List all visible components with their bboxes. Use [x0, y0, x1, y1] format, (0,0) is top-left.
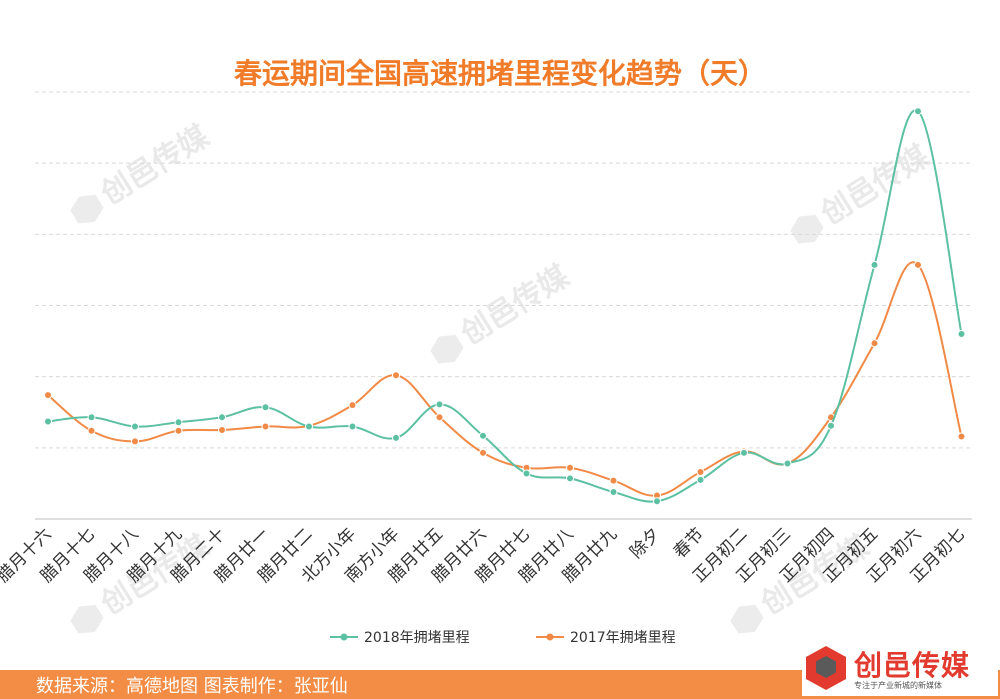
chart-title: 春运期间全国高速拥堵里程变化趋势（天） [233, 57, 766, 90]
data-point-2018 [392, 433, 400, 442]
data-point-2018 [566, 474, 574, 483]
x-tick-label: 除夕 [626, 524, 664, 562]
data-point-2017 [870, 339, 879, 348]
data-point-2018 [827, 421, 835, 430]
data-point-2017 [218, 426, 226, 435]
data-point-2018 [131, 422, 139, 431]
data-point-2018 [435, 400, 444, 409]
data-point-2018 [957, 329, 966, 338]
brand-logo: 创邑传媒 专注于产业新城的新媒体 [802, 640, 998, 696]
data-point-2017 [957, 432, 966, 441]
data-point-2018 [609, 487, 618, 496]
data-point-2018 [740, 448, 748, 457]
data-point-2017 [131, 437, 139, 446]
data-point-2018 [479, 431, 487, 440]
legend-label: 2017年拥堵里程 [570, 630, 676, 646]
data-point-2017 [392, 371, 400, 380]
source-text: 数据来源：高德地图 图表制作：张亚仙 [36, 676, 348, 697]
x-tick-label: 春节 [670, 524, 708, 562]
legend-marker [546, 633, 554, 641]
data-point-2017 [479, 448, 487, 457]
logo-text: 创邑传媒 [854, 649, 971, 682]
data-point-2017 [87, 426, 96, 435]
series-line-2017 [47, 261, 963, 497]
data-point-2018 [783, 459, 792, 468]
data-point-2018 [348, 422, 357, 431]
legend-label: 2018年拥堵里程 [364, 630, 470, 646]
data-point-2017 [44, 391, 52, 400]
data-point-2018 [174, 418, 183, 427]
data-point-2017 [609, 476, 618, 485]
data-point-2018 [261, 403, 270, 412]
data-point-2017 [566, 463, 574, 472]
data-point-2017 [174, 426, 183, 435]
data-point-2018 [305, 422, 313, 431]
logo-subtitle: 专注于产业新城的新媒体 [854, 681, 942, 690]
data-point-2017 [914, 260, 922, 269]
data-point-2017 [261, 422, 270, 431]
data-point-2018 [914, 107, 922, 116]
data-point-2018 [87, 413, 96, 422]
data-point-2018 [44, 417, 52, 426]
data-point-2017 [435, 413, 444, 422]
data-point-2018 [696, 475, 705, 484]
data-point-2018 [653, 497, 661, 506]
data-point-2017 [348, 401, 357, 410]
data-point-2018 [522, 469, 531, 478]
data-point-2017 [696, 468, 705, 477]
logo-mark-inner-icon [816, 656, 836, 678]
data-point-2018 [218, 413, 226, 422]
data-point-2018 [870, 260, 879, 269]
legend-marker [340, 633, 348, 641]
